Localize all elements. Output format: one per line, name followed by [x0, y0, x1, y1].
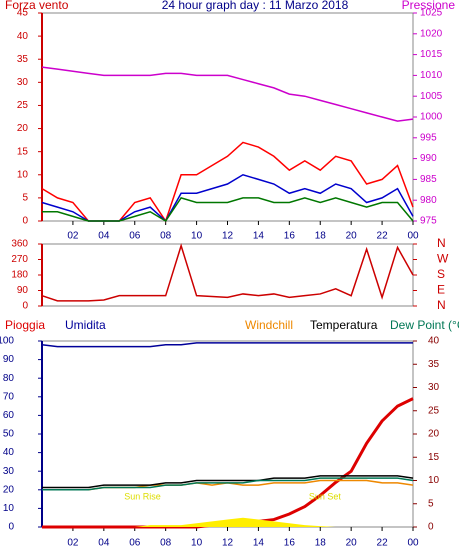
- y-tick-label: 180: [11, 270, 28, 281]
- y2-tick-label: 1025: [420, 8, 443, 19]
- x-tick-label: 20: [346, 231, 358, 242]
- y-tick-label: 50: [3, 429, 15, 440]
- x-tick-label: 04: [98, 538, 110, 549]
- y-tick-label: 360: [11, 239, 28, 250]
- x-tick-label: 08: [160, 538, 172, 549]
- y2-tick-label: N: [437, 298, 446, 312]
- y-tick-label: 70: [3, 391, 15, 402]
- y2-tick-label: S: [437, 267, 445, 281]
- y-tick-label: 80: [3, 373, 15, 384]
- x-tick-label: 02: [67, 538, 79, 549]
- y-tick-label: 10: [17, 169, 29, 180]
- x-tick-label: 22: [377, 538, 389, 549]
- y2-tick-label: 975: [420, 216, 437, 227]
- y-tick-label: 90: [17, 285, 29, 296]
- legend-label: Temperatura: [310, 318, 378, 332]
- y2-tick-label: 15: [428, 452, 440, 463]
- x-tick-label: 18: [315, 538, 327, 549]
- y2-tick-label: 25: [428, 405, 440, 416]
- x-tick-label: 04: [98, 231, 110, 242]
- legend-label: Pioggia: [5, 318, 45, 332]
- legend-label: Dew Point (°C: [390, 318, 459, 332]
- x-tick-label: 00: [407, 538, 419, 549]
- annotation: Sun Set: [309, 491, 342, 501]
- y-tick-label: 0: [8, 522, 14, 533]
- legend-label: Umidita: [65, 318, 106, 332]
- y-tick-label: 60: [3, 410, 15, 421]
- y-tick-label: 100: [0, 336, 14, 347]
- y-tick-label: 90: [3, 354, 15, 365]
- y2-tick-label: 995: [420, 132, 437, 143]
- y2-tick-label: 1005: [420, 91, 443, 102]
- x-tick-label: 06: [129, 538, 141, 549]
- y-tick-label: 0: [22, 216, 28, 227]
- y2-axis-label: Pressione: [402, 0, 456, 12]
- y-tick-label: 30: [3, 466, 15, 477]
- x-tick-label: 14: [253, 231, 265, 242]
- line: [41, 243, 414, 302]
- y-tick-label: 10: [3, 503, 15, 514]
- x-tick-label: 12: [222, 538, 234, 549]
- y2-tick-label: 1015: [420, 49, 443, 60]
- y-tick-label: 35: [17, 54, 29, 65]
- x-tick-label: 12: [222, 231, 234, 242]
- y2-tick-label: 20: [428, 429, 440, 440]
- line: [41, 173, 414, 223]
- y-tick-label: 40: [3, 447, 15, 458]
- x-tick-label: 20: [346, 538, 358, 549]
- y-tick-label: 45: [17, 8, 29, 19]
- y2-tick-label: 0: [428, 522, 434, 533]
- line: [42, 475, 414, 489]
- line: [41, 141, 414, 223]
- y2-tick-label: 5: [428, 498, 434, 509]
- line: [42, 197, 414, 223]
- x-tick-label: 02: [67, 231, 79, 242]
- y-tick-label: 5: [22, 193, 28, 204]
- y2-tick-label: 980: [420, 195, 437, 206]
- plot-frame: [41, 340, 414, 528]
- x-tick-label: 10: [191, 231, 203, 242]
- x-tick-label: 06: [129, 231, 141, 242]
- x-tick-label: 18: [315, 231, 327, 242]
- line: [41, 342, 413, 348]
- y2-tick-label: 990: [420, 153, 437, 164]
- y-tick-label: 20: [17, 123, 29, 134]
- x-tick-label: 14: [253, 538, 265, 549]
- y2-tick-label: 35: [428, 359, 440, 370]
- y-tick-label: 25: [17, 100, 29, 111]
- x-tick-label: 22: [377, 231, 389, 242]
- y-tick-label: 270: [11, 254, 28, 265]
- plot-frame: [41, 12, 414, 222]
- y-tick-label: 15: [17, 146, 29, 157]
- line: [41, 66, 414, 122]
- annotation: Sun Rise: [124, 491, 161, 501]
- line: [42, 397, 414, 529]
- y2-tick-label: N: [437, 236, 446, 250]
- x-tick-label: 10: [191, 538, 203, 549]
- y2-tick-label: W: [437, 252, 449, 266]
- y2-tick-label: 1020: [420, 28, 443, 39]
- y2-tick-label: 1000: [420, 112, 443, 123]
- x-tick-label: 16: [284, 231, 296, 242]
- y-axis-label: Forza vento: [5, 0, 69, 12]
- x-tick-label: 16: [284, 538, 296, 549]
- y2-tick-label: 10: [428, 475, 440, 486]
- y-tick-label: 0: [22, 301, 28, 312]
- line: [42, 477, 414, 491]
- y-tick-label: 40: [17, 31, 29, 42]
- y2-tick-label: 30: [428, 382, 440, 393]
- chart-title: 24 hour graph day : 11 Marzo 2018: [162, 0, 349, 12]
- x-tick-label: 00: [407, 231, 419, 242]
- y2-tick-label: 1010: [420, 70, 443, 81]
- y2-tick-label: 985: [420, 174, 437, 185]
- y-tick-label: 20: [3, 484, 15, 495]
- y-tick-label: 30: [17, 77, 29, 88]
- area: [42, 517, 413, 527]
- x-tick-label: 08: [160, 231, 172, 242]
- y2-tick-label: E: [437, 283, 445, 297]
- y2-tick-label: 40: [428, 336, 440, 347]
- legend-label: Windchill: [245, 318, 293, 332]
